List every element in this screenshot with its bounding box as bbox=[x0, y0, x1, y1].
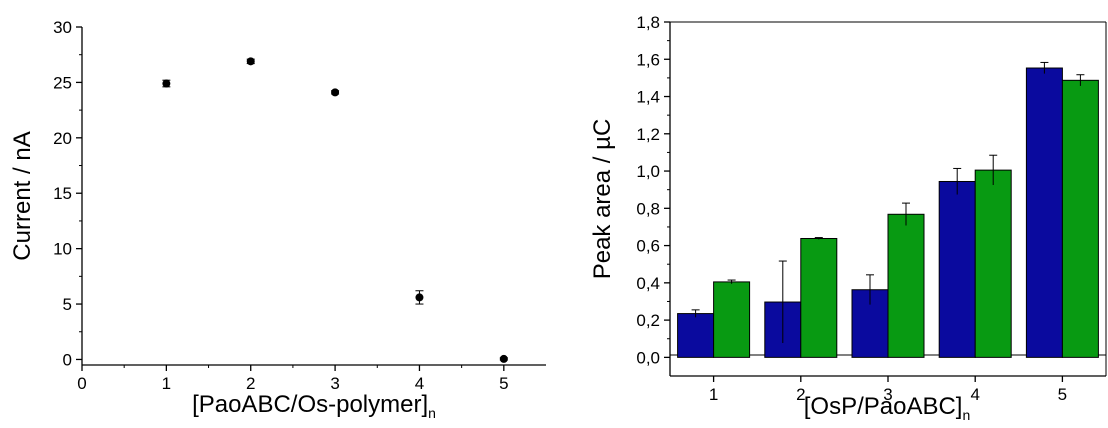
scatter-point bbox=[499, 354, 508, 363]
bar bbox=[1025, 67, 1063, 358]
bar-y-tick-label: 0,8 bbox=[636, 199, 660, 218]
bar-x-tick-label: 4 bbox=[970, 385, 979, 404]
bar-y-tick-label: 1,8 bbox=[636, 13, 660, 32]
bar-series bbox=[677, 61, 1099, 358]
scatter-y-tick-label: 5 bbox=[63, 295, 72, 314]
scatter-x-tick-label: 3 bbox=[330, 374, 339, 393]
bar-y-tick-label: 1,0 bbox=[636, 162, 660, 181]
scatter-point bbox=[246, 57, 255, 66]
bar bbox=[887, 213, 925, 358]
scatter-plot-area bbox=[82, 27, 546, 365]
scatter-y-tick-label: 0 bbox=[63, 350, 72, 369]
bar-y-tick-label: 0,6 bbox=[636, 237, 660, 256]
scatter-y-tick-label: 30 bbox=[53, 18, 72, 37]
scatter-x-axis-title: [PaoABC/Os-polymer]n bbox=[192, 391, 436, 421]
bar-y-tick-label: 0,2 bbox=[636, 311, 660, 330]
scatter-y-tick-label: 15 bbox=[53, 184, 72, 203]
bar bbox=[974, 169, 1012, 358]
bar-x-ticks: 1 2 3 4 5 bbox=[709, 376, 1067, 404]
scatter-point bbox=[331, 88, 340, 97]
scatter-x-axis-title-main: [PaoABC/Os-polymer] bbox=[192, 391, 428, 418]
bar-y-ticks: 0,0 0,2 0,4 0,6 0,8 1,0 1,2 1,4 1,6 1,8 bbox=[636, 13, 670, 367]
scatter-chart: 0 5 10 15 20 25 30 0 1 2 3 4 5 Current / nA [PaoABC… bbox=[9, 18, 546, 421]
bar-chart: 0,0 0,2 0,4 0,6 0,8 1,0 1,2 1,4 1,6 1,8 1 2 3 4 5 Pea… bbox=[589, 13, 1107, 423]
scatter-x-tick-label: 2 bbox=[246, 374, 255, 393]
scatter-y-tick-label: 25 bbox=[53, 73, 72, 92]
scatter-points bbox=[162, 57, 508, 363]
bar-y-tick-label: 1,4 bbox=[636, 88, 660, 107]
scatter-x-tick-label: 5 bbox=[499, 374, 508, 393]
bar-y-axis-title: Peak area / µC bbox=[589, 119, 616, 280]
bar-x-axis-title-main: [OsP/PaoABC] bbox=[804, 393, 963, 420]
bar-y-tick-label: 0,0 bbox=[636, 348, 660, 367]
scatter-y-axis-title: Current / nA bbox=[9, 131, 36, 260]
bar-y-tick-label: 1,2 bbox=[636, 125, 660, 144]
bar bbox=[713, 281, 751, 358]
scatter-x-tick-label: 0 bbox=[77, 374, 86, 393]
bar-x-axis-title: [OsP/PaoABC]n bbox=[804, 393, 971, 423]
scatter-point bbox=[162, 79, 171, 88]
bar bbox=[1061, 79, 1099, 358]
bar-x-tick-label: 3 bbox=[883, 385, 892, 404]
scatter-x-tick-label: 4 bbox=[415, 374, 424, 393]
bar bbox=[677, 313, 715, 358]
scatter-y-ticks: 0 5 10 15 20 25 30 bbox=[53, 18, 82, 369]
bar bbox=[800, 237, 838, 358]
bar-x-axis-title-subscript: n bbox=[962, 407, 970, 423]
bar-x-tick-label: 1 bbox=[709, 385, 718, 404]
scatter-y-tick-label: 20 bbox=[53, 129, 72, 148]
scatter-point bbox=[415, 293, 424, 302]
scatter-x-axis-title-subscript: n bbox=[428, 405, 436, 421]
bar-y-tick-label: 0,4 bbox=[636, 274, 660, 293]
scatter-y-tick-label: 10 bbox=[53, 240, 72, 259]
bar-y-tick-label: 1,6 bbox=[636, 50, 660, 69]
bar-x-tick-label: 5 bbox=[1058, 385, 1067, 404]
bar-x-tick-label: 2 bbox=[796, 385, 805, 404]
scatter-x-tick-label: 1 bbox=[162, 374, 171, 393]
bar bbox=[938, 180, 976, 358]
scatter-x-ticks: 0 1 2 3 4 5 bbox=[77, 365, 509, 393]
